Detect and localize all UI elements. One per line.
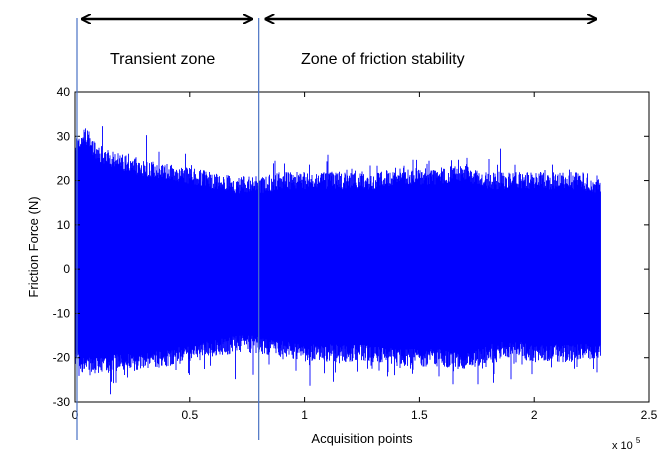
x-tick-label: 2.5 bbox=[641, 408, 658, 422]
signal-layer bbox=[74, 126, 601, 395]
x-axis-label: Acquisition points bbox=[311, 431, 413, 446]
x-multiplier-base: x 10 bbox=[612, 440, 633, 452]
y-tick-label: 10 bbox=[57, 218, 71, 232]
y-tick-label: -10 bbox=[53, 306, 71, 320]
x-tick-label: 1.5 bbox=[411, 408, 428, 422]
x-multiplier-exponent: 5 bbox=[636, 436, 641, 445]
x-tick-label: 0.5 bbox=[181, 408, 198, 422]
y-axis-label: Friction Force (N) bbox=[26, 196, 41, 297]
x-multiplier: x 10 5 bbox=[612, 436, 641, 452]
y-tick-label: 0 bbox=[63, 262, 70, 276]
stability-zone-label: Zone of friction stability bbox=[301, 51, 465, 68]
y-tick-label: 20 bbox=[57, 174, 71, 188]
x-tick-label: 0 bbox=[72, 408, 79, 422]
zone-annotations: Transient zone Zone of friction stability bbox=[82, 19, 596, 68]
plot-frame bbox=[74, 91, 650, 403]
zone-markers bbox=[76, 18, 260, 440]
friction-force-series bbox=[74, 126, 601, 395]
y-tick-label: 30 bbox=[57, 129, 71, 143]
y-tick-label: -20 bbox=[53, 351, 71, 365]
ticks-layer: 0 0.5 1 1.5 2 2.5 -30 -20 -10 0 10 20 30 40 bbox=[53, 85, 658, 422]
y-tick-label: 40 bbox=[57, 85, 71, 99]
x-tick-label: 2 bbox=[531, 408, 538, 422]
x-tick-label: 1 bbox=[301, 408, 308, 422]
transient-zone-label: Transient zone bbox=[110, 51, 215, 68]
y-tick-label: -30 bbox=[53, 395, 71, 409]
